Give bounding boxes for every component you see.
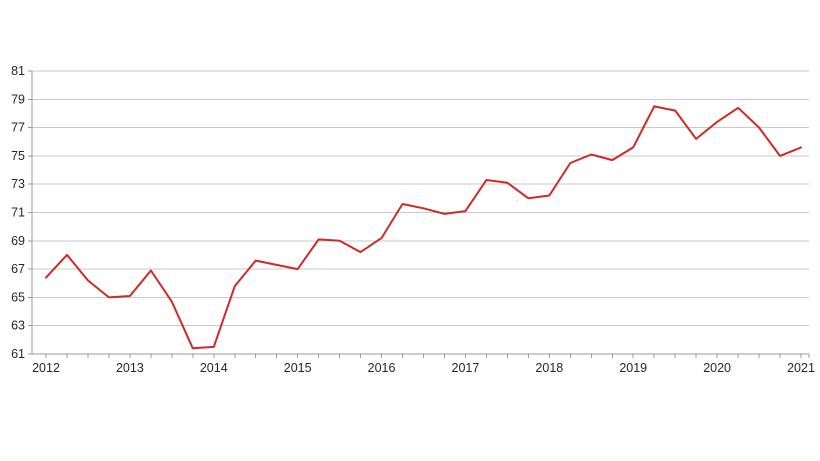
x-axis-tick-label: 2012 [32, 361, 60, 375]
y-axis-tick-label: 73 [11, 177, 25, 191]
y-axis-tick-label: 81 [11, 64, 25, 78]
y-axis-tick-label: 69 [11, 234, 25, 248]
x-axis-tick-label: 2014 [200, 361, 228, 375]
series-line [45, 105, 802, 350]
x-axis-tick-label: 2020 [703, 361, 731, 375]
x-axis-tick-label: 2018 [535, 361, 563, 375]
y-axis-tick-label: 75 [11, 149, 25, 163]
x-axis-tick-label: 2017 [452, 361, 480, 375]
y-axis-tick-label: 65 [11, 290, 25, 304]
x-axis-tick-label: 2019 [619, 361, 647, 375]
x-axis-tick-label: 2013 [116, 361, 144, 375]
x-axis-tick-label: 2016 [368, 361, 396, 375]
x-axis-tick-label: 2015 [284, 361, 312, 375]
y-axis-tick-label: 77 [11, 121, 25, 135]
y-axis-tick-label: 63 [11, 319, 25, 333]
y-axis-tick-label: 67 [11, 262, 25, 276]
y-axis-tick-label: 61 [11, 347, 25, 361]
y-axis-tick-label: 71 [11, 206, 25, 220]
y-axis-tick-label: 79 [11, 92, 25, 106]
x-axis-tick-label: 2021 [787, 361, 815, 375]
